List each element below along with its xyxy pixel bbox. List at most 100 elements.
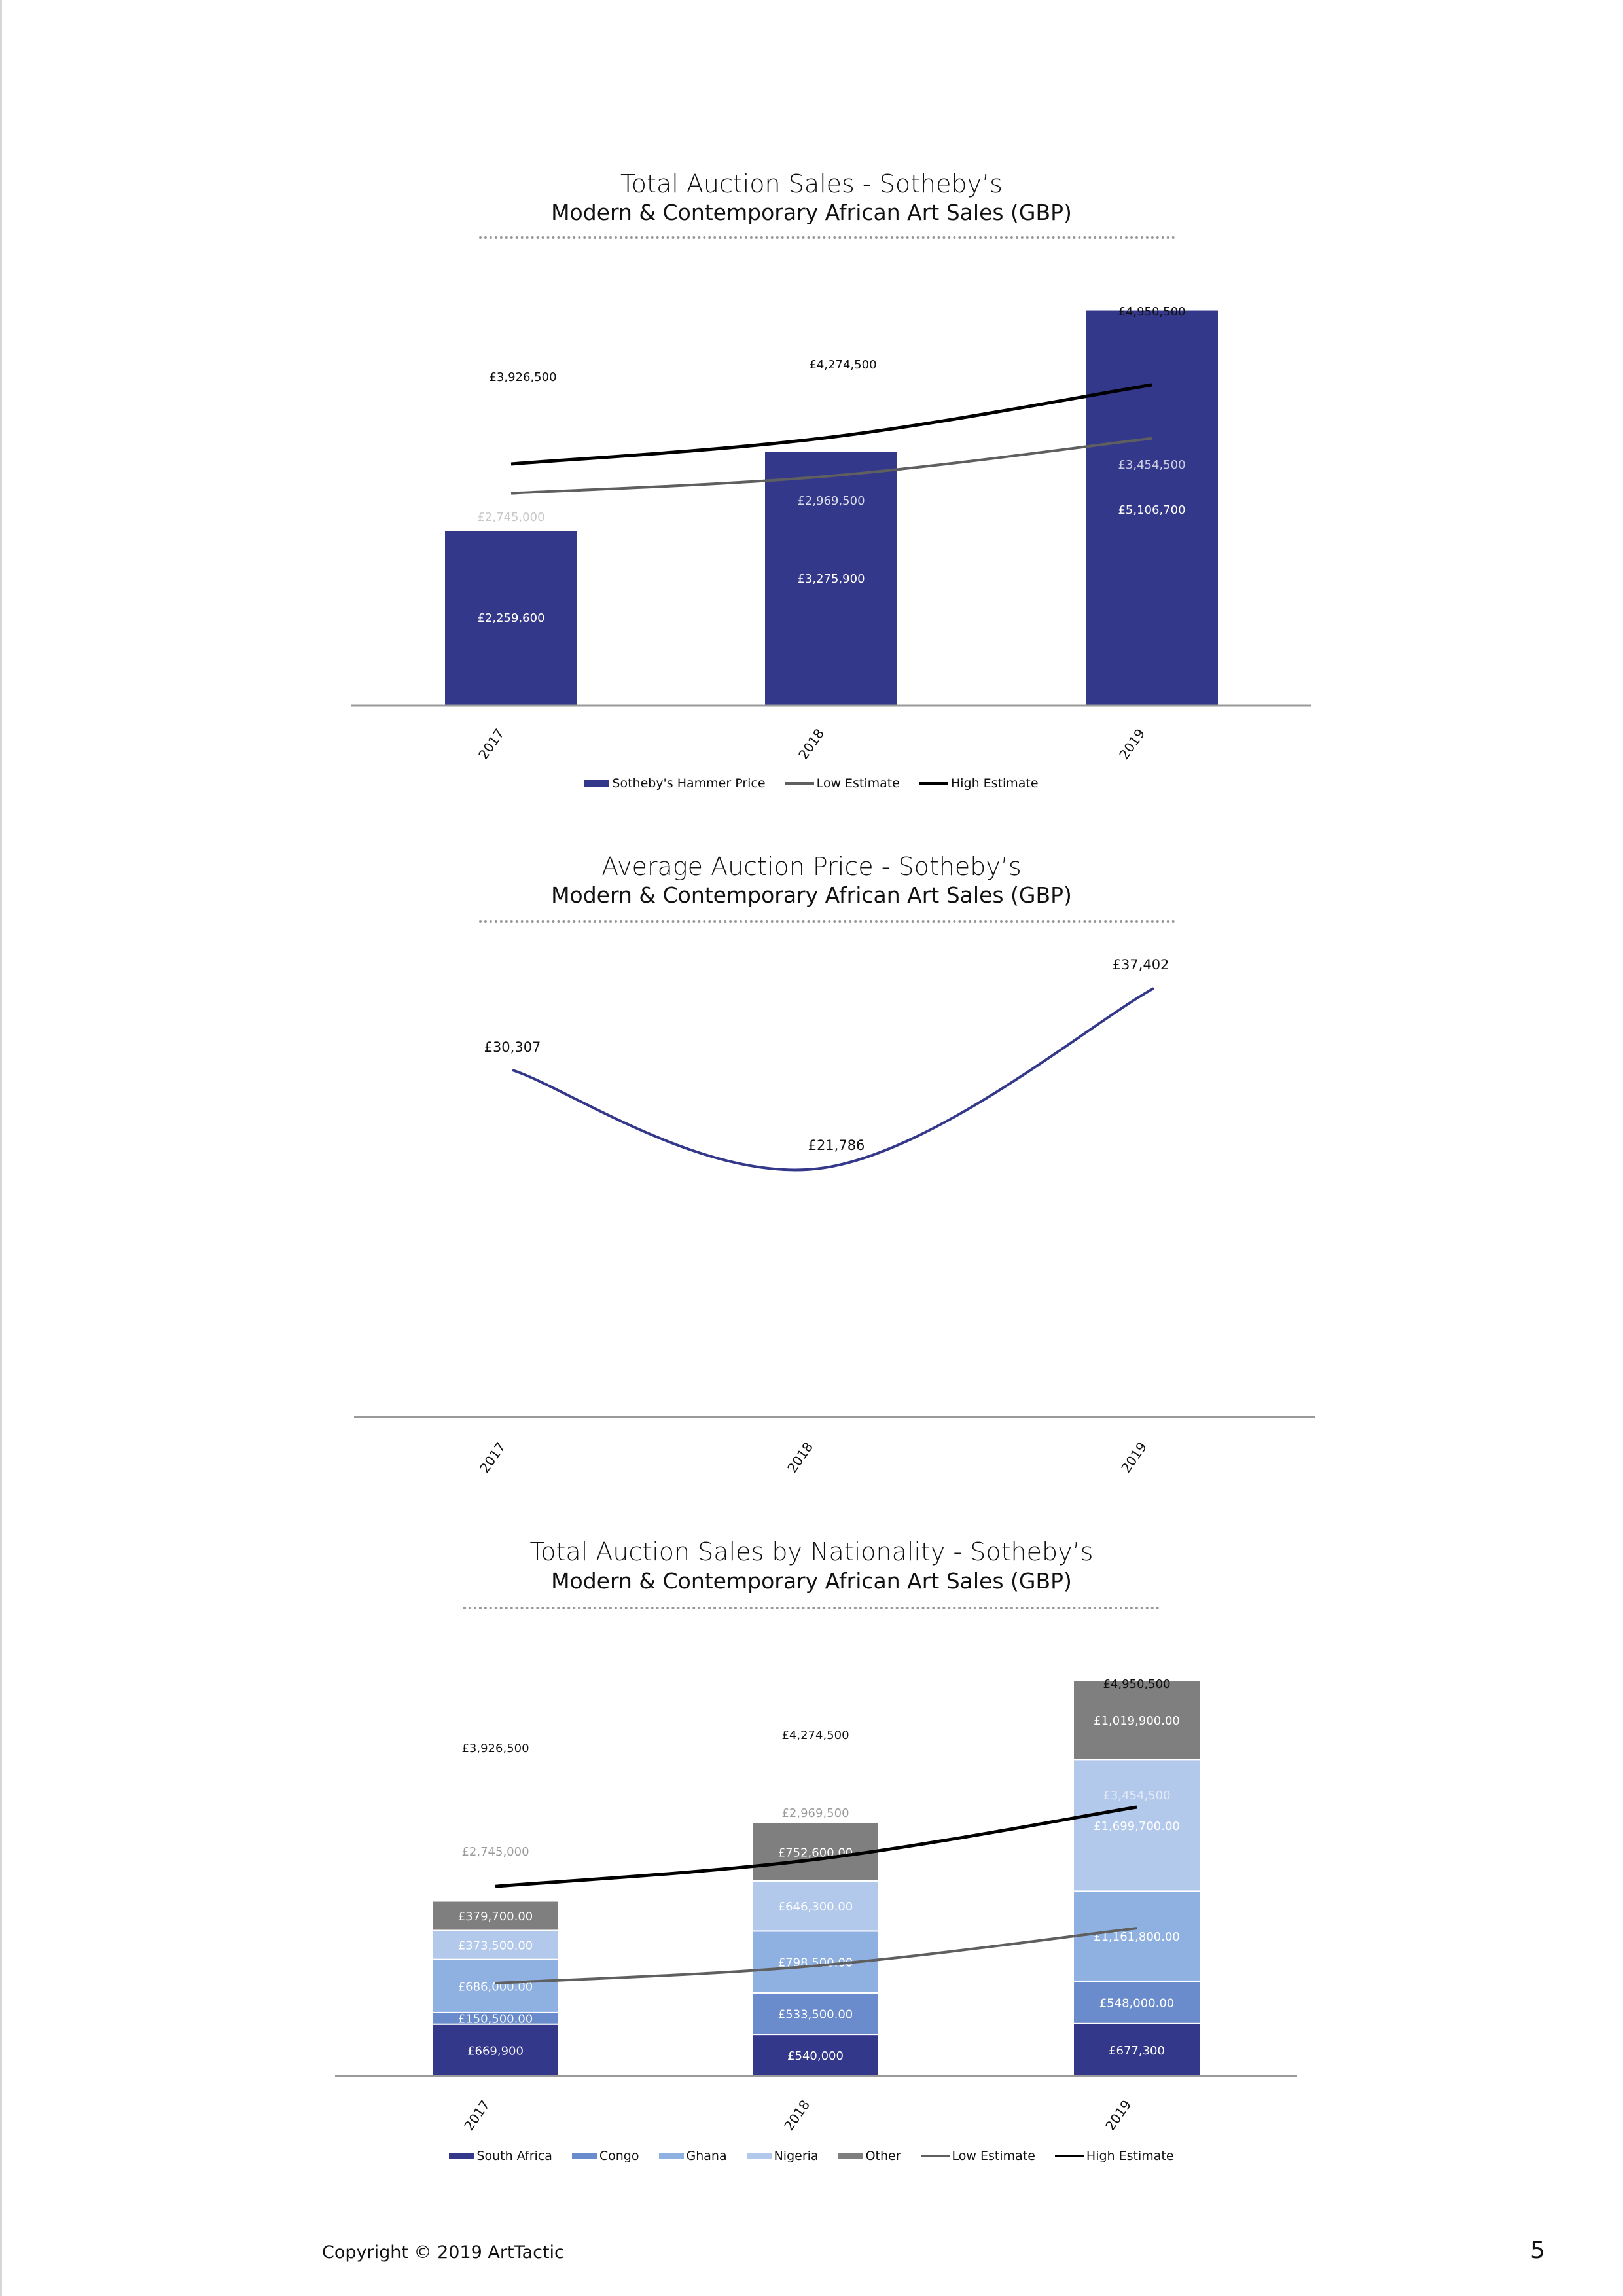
bar-congo: [751, 1992, 880, 2036]
legend-swatch: [746, 2153, 772, 2159]
title-divider: [479, 236, 1175, 239]
data-label-high-estimate: £4,274,500: [781, 1729, 849, 1742]
legend-label: High Estimate: [1086, 2149, 1174, 2163]
legend-item-low-estimate: Low Estimate: [920, 2149, 1035, 2163]
legend-swatch: [838, 2153, 863, 2159]
data-label-nigeria: £646,300.00: [778, 1900, 853, 1914]
chart-legend: Sotheby's Hammer Price Low Estimate High…: [0, 776, 1623, 791]
line-low-estimate: [495, 1927, 1137, 1985]
data-label-low-estimate: £3,454,500: [1118, 458, 1185, 472]
line-high-estimate: [510, 383, 1152, 466]
data-label-hammer: £5,106,700: [1118, 503, 1185, 517]
bar-hammer-price: [765, 452, 897, 706]
legend-swatch: [920, 2155, 950, 2157]
legend-item-other: Other: [838, 2149, 901, 2163]
x-tick-label: 2018: [784, 1439, 816, 1475]
footer-copyright: Copyright © 2019 ArtTactic: [322, 2242, 564, 2263]
legend-item-hammer: Sotheby's Hammer Price: [584, 776, 766, 791]
legend-label: Other: [865, 2149, 901, 2163]
legend-item-south-africa: South Africa: [449, 2149, 552, 2163]
legend-swatch: [571, 2153, 597, 2159]
legend-swatch: [919, 782, 948, 785]
chart-title: Average Auction Price - Sotheby’s: [601, 852, 1022, 881]
chart-legend: South Africa Congo Ghana Nigeria Other L…: [0, 2149, 1623, 2163]
total-sales-plot: £2,259,600 £3,275,900 £5,106,700 £2,745,000…: [351, 305, 1311, 762]
bar-hammer-price: [445, 530, 577, 706]
data-label-average-price: £30,307: [484, 1039, 541, 1055]
legend-item-low-estimate: Low Estimate: [785, 776, 900, 791]
x-tick-label: 2018: [795, 726, 827, 762]
data-label-low-estimate: £2,969,500: [797, 494, 865, 508]
chart-title: Total Auction Sales by Nationality - Sot…: [529, 1537, 1094, 1566]
legend-swatch: [1054, 2155, 1084, 2157]
legend-item-nigeria: Nigeria: [746, 2149, 819, 2163]
line-high-estimate: [495, 1805, 1137, 1888]
data-label-average-price: £21,786: [808, 1138, 865, 1153]
data-label-congo: £533,500.00: [778, 2008, 853, 2022]
title-divider: [463, 1607, 1160, 1609]
chart-title: Total Auction Sales - Sotheby’s: [620, 170, 1003, 198]
data-label-hammer: £3,275,900: [797, 572, 865, 586]
chart-subtitle: Modern & Contemporary African Art Sales …: [551, 882, 1072, 908]
data-label-ghana: £1,161,800.00: [1094, 1930, 1180, 1944]
data-label-nigeria: £1,699,700.00: [1094, 1820, 1180, 1833]
x-tick-label: 2017: [461, 2097, 493, 2133]
legend-label: Low Estimate: [952, 2149, 1035, 2163]
data-label-congo: £548,000.00: [1099, 1996, 1175, 2010]
bar-south-africa: [1073, 2022, 1201, 2077]
data-label-nigeria: £373,500.00: [458, 1939, 533, 1953]
x-tick-label: 2019: [1102, 2097, 1134, 2133]
bar-ghana: [431, 1958, 560, 2013]
page-number: 5: [1530, 2237, 1545, 2264]
data-label-other: £1,019,900.00: [1094, 1714, 1180, 1728]
legend-swatch: [584, 780, 610, 787]
data-label-average-price: £37,402: [1113, 957, 1169, 973]
bar-ghana: [1073, 1890, 1201, 1982]
title-divider: [479, 920, 1175, 923]
bar-south-africa: [431, 2023, 560, 2077]
legend-swatch: [785, 782, 814, 785]
x-tick-label: 2017: [476, 1439, 508, 1475]
x-tick-label: 2018: [781, 2097, 813, 2133]
bar-other: [1073, 1679, 1201, 1761]
legend-item-high-estimate: High Estimate: [919, 776, 1039, 791]
legend-label: Nigeria: [774, 2149, 819, 2163]
data-label-congo: £150,500.00: [458, 2013, 533, 2026]
x-tick-label: 2019: [1118, 1439, 1150, 1475]
data-label-high-estimate: £3,926,500: [461, 1742, 529, 1755]
legend-item-ghana: Ghana: [658, 2149, 727, 2163]
legend-label: Low Estimate: [816, 776, 900, 791]
bar-nigeria: [431, 1929, 560, 1960]
legend-label: High Estimate: [950, 776, 1039, 791]
data-label-south-africa: £669,900: [467, 2044, 524, 2058]
data-label-high-estimate: £4,274,500: [809, 358, 876, 372]
legend-item-high-estimate: High Estimate: [1054, 2149, 1174, 2163]
chart-subtitle: Modern & Contemporary African Art Sales …: [551, 1568, 1072, 1594]
data-label-hammer: £2,259,600: [477, 611, 544, 625]
data-label-low-estimate: £2,745,000: [461, 1845, 529, 1859]
chart-subtitle: Modern & Contemporary African Art Sales …: [551, 200, 1072, 225]
average-price-plot: £30,307 £21,786 £37,402 2017 2018 2019: [354, 957, 1315, 1476]
legend-swatch: [449, 2153, 474, 2159]
legend-label: Congo: [599, 2149, 639, 2163]
bar-south-africa: [751, 2034, 880, 2077]
data-label-south-africa: £540,000: [787, 2049, 844, 2063]
line-average-price: [512, 987, 1154, 1172]
data-label-high-estimate: £4,950,500: [1103, 1677, 1170, 1691]
data-label-low-estimate: £3,454,500: [1103, 1789, 1170, 1803]
data-label-south-africa: £677,300: [1109, 2044, 1165, 2058]
legend-label: Sotheby's Hammer Price: [612, 776, 766, 791]
x-tick-label: 2019: [1116, 726, 1148, 762]
legend-swatch: [658, 2153, 684, 2159]
bar-hammer-price: [1086, 310, 1218, 706]
bar-nigeria: [751, 1880, 880, 1932]
legend-label: Ghana: [686, 2149, 727, 2163]
data-label-high-estimate: £3,926,500: [489, 370, 556, 384]
bar-other: [751, 1821, 880, 1882]
data-label-low-estimate: £2,969,500: [781, 1806, 849, 1820]
data-label-high-estimate: £4,950,500: [1118, 305, 1185, 319]
data-label-low-estimate: £2,745,000: [477, 511, 544, 524]
x-tick-label: 2017: [475, 726, 507, 762]
legend-item-congo: Congo: [571, 2149, 639, 2163]
line-low-estimate: [510, 437, 1152, 495]
